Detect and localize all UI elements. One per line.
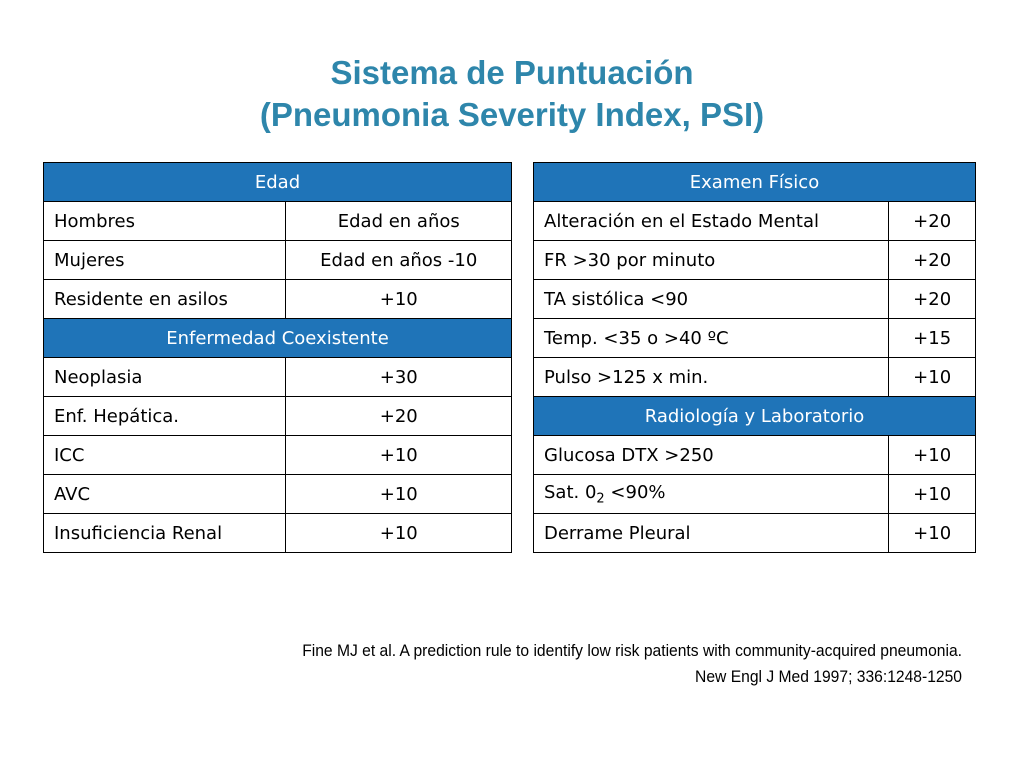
row-label: FR >30 por minuto bbox=[532, 240, 890, 280]
section-header-enfermedad: Enfermedad Coexistente bbox=[43, 318, 512, 358]
row-label: ICC bbox=[42, 435, 287, 475]
row-label: Enf. Hepática. bbox=[42, 396, 287, 436]
row-value: +10 bbox=[888, 435, 976, 475]
table-row: Neoplasia +30 bbox=[42, 357, 512, 397]
table-row: Alteración en el Estado Mental +20 bbox=[532, 201, 976, 241]
table-row: AVC +10 bbox=[42, 474, 512, 514]
row-label: Residente en asilos bbox=[42, 279, 287, 319]
label-suffix: <90% bbox=[604, 481, 666, 503]
row-label: Pulso >125 x min. bbox=[532, 357, 890, 397]
table-row: Derrame Pleural +10 bbox=[532, 513, 976, 553]
table-row: Mujeres Edad en años -10 bbox=[42, 240, 512, 280]
row-value: +15 bbox=[888, 318, 976, 358]
row-label: Sat. 02 <90% bbox=[532, 474, 890, 514]
row-value: +10 bbox=[285, 513, 512, 553]
table-row: Pulso >125 x min. +10 bbox=[532, 357, 976, 397]
table-row: Temp. <35 o >40 ºC +15 bbox=[532, 318, 976, 358]
section-header-row: Radiología y Laboratorio bbox=[533, 396, 976, 436]
label-prefix: Sat. 0 bbox=[544, 481, 597, 503]
row-label: TA sistólica <90 bbox=[532, 279, 890, 319]
section-header-examen: Examen Físico bbox=[533, 162, 976, 202]
row-value: +30 bbox=[285, 357, 512, 397]
reference-citation: Fine MJ et al. A prediction rule to iden… bbox=[208, 638, 962, 690]
row-label: Mujeres bbox=[42, 240, 287, 280]
table-row: ICC +10 bbox=[42, 435, 512, 475]
row-value: +10 bbox=[285, 279, 512, 319]
row-label: Alteración en el Estado Mental bbox=[532, 201, 890, 241]
row-label: Insuficiencia Renal bbox=[42, 513, 287, 553]
row-label: AVC bbox=[42, 474, 287, 514]
row-value: +20 bbox=[888, 240, 976, 280]
row-value: +20 bbox=[285, 396, 512, 436]
row-label: Glucosa DTX >250 bbox=[532, 435, 890, 475]
slide-title: Sistema de Puntuación (Pneumonia Severit… bbox=[0, 52, 1024, 136]
section-header-row: Edad bbox=[43, 162, 512, 202]
row-value: Edad en años bbox=[285, 201, 512, 241]
row-value: +20 bbox=[888, 279, 976, 319]
section-header-radiologia: Radiología y Laboratorio bbox=[533, 396, 976, 436]
table-row: Hombres Edad en años bbox=[42, 201, 512, 241]
reference-line-2: New Engl J Med 1997; 336:1248-1250 bbox=[695, 667, 962, 686]
row-value: +10 bbox=[285, 474, 512, 514]
row-value: +20 bbox=[888, 201, 976, 241]
label-subscript: 2 bbox=[596, 491, 605, 507]
table-row: FR >30 por minuto +20 bbox=[532, 240, 976, 280]
left-score-table: Edad Hombres Edad en años Mujeres Edad e… bbox=[42, 162, 512, 553]
row-value: +10 bbox=[888, 357, 976, 397]
right-score-table: Examen Físico Alteración en el Estado Me… bbox=[532, 162, 976, 553]
reference-line-1: Fine MJ et al. A prediction rule to iden… bbox=[302, 641, 962, 660]
row-label: Hombres bbox=[42, 201, 287, 241]
section-header-edad: Edad bbox=[43, 162, 512, 202]
row-label: Temp. <35 o >40 ºC bbox=[532, 318, 890, 358]
section-header-row: Examen Físico bbox=[533, 162, 976, 202]
table-row: Glucosa DTX >250 +10 bbox=[532, 435, 976, 475]
row-label: Derrame Pleural bbox=[532, 513, 890, 553]
table-row: Enf. Hepática. +20 bbox=[42, 396, 512, 436]
table-row: Insuficiencia Renal +10 bbox=[42, 513, 512, 553]
title-line-2: (Pneumonia Severity Index, PSI) bbox=[259, 96, 765, 133]
title-line-1: Sistema de Puntuación bbox=[330, 54, 694, 91]
row-value: Edad en años -10 bbox=[285, 240, 512, 280]
table-row: Residente en asilos +10 bbox=[42, 279, 512, 319]
table-row: TA sistólica <90 +20 bbox=[532, 279, 976, 319]
row-value: +10 bbox=[888, 513, 976, 553]
row-label: Neoplasia bbox=[42, 357, 287, 397]
row-value: +10 bbox=[285, 435, 512, 475]
row-value: +10 bbox=[888, 474, 976, 514]
table-row: Sat. 02 <90% +10 bbox=[532, 474, 976, 514]
section-header-row: Enfermedad Coexistente bbox=[43, 318, 512, 358]
